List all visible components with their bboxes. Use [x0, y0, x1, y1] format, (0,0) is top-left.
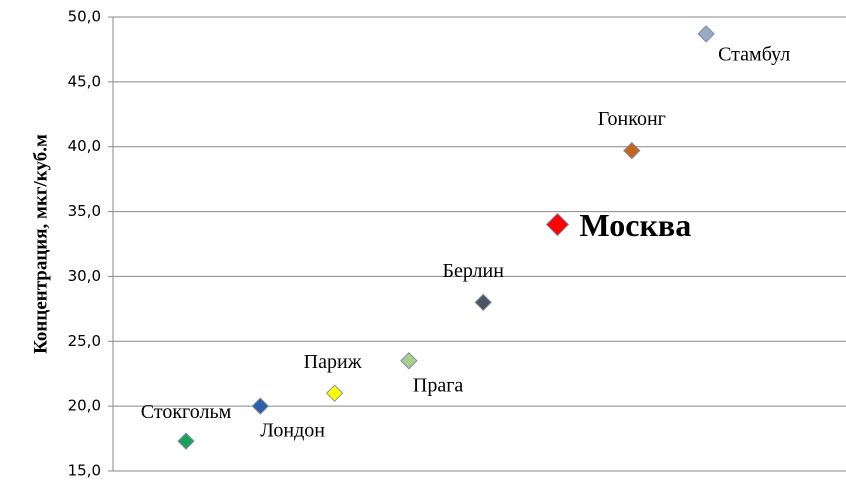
- y-tick-label: 25,0: [68, 332, 101, 350]
- point: [251, 397, 270, 415]
- y-tick-label: 50,0: [68, 8, 101, 26]
- y-tick-label: 20,0: [68, 397, 101, 415]
- y-axis-title: Концентрация, мкг/куб.м: [30, 134, 51, 354]
- point: [623, 141, 641, 160]
- point-label: Лондон: [260, 420, 325, 442]
- point-label: Прага: [413, 374, 464, 396]
- point-label: Стамбул: [718, 43, 790, 65]
- y-tick-label: 40,0: [68, 137, 101, 155]
- point-label: Берлин: [442, 260, 504, 282]
- point-label: Москва: [580, 207, 692, 243]
- point-label: Стокгольм: [141, 401, 232, 423]
- y-tick-label: 35,0: [68, 202, 101, 220]
- point: [177, 432, 195, 450]
- point: [400, 352, 418, 370]
- y-tick-label: 45,0: [68, 72, 101, 90]
- point: [545, 212, 570, 237]
- point-label: Гонконг: [598, 108, 666, 130]
- y-tick-label: 30,0: [68, 267, 101, 285]
- point: [325, 384, 344, 402]
- y-tick-label: 15,0: [68, 462, 101, 480]
- point-label: Париж: [304, 351, 362, 373]
- point: [697, 25, 715, 43]
- point: [474, 293, 492, 312]
